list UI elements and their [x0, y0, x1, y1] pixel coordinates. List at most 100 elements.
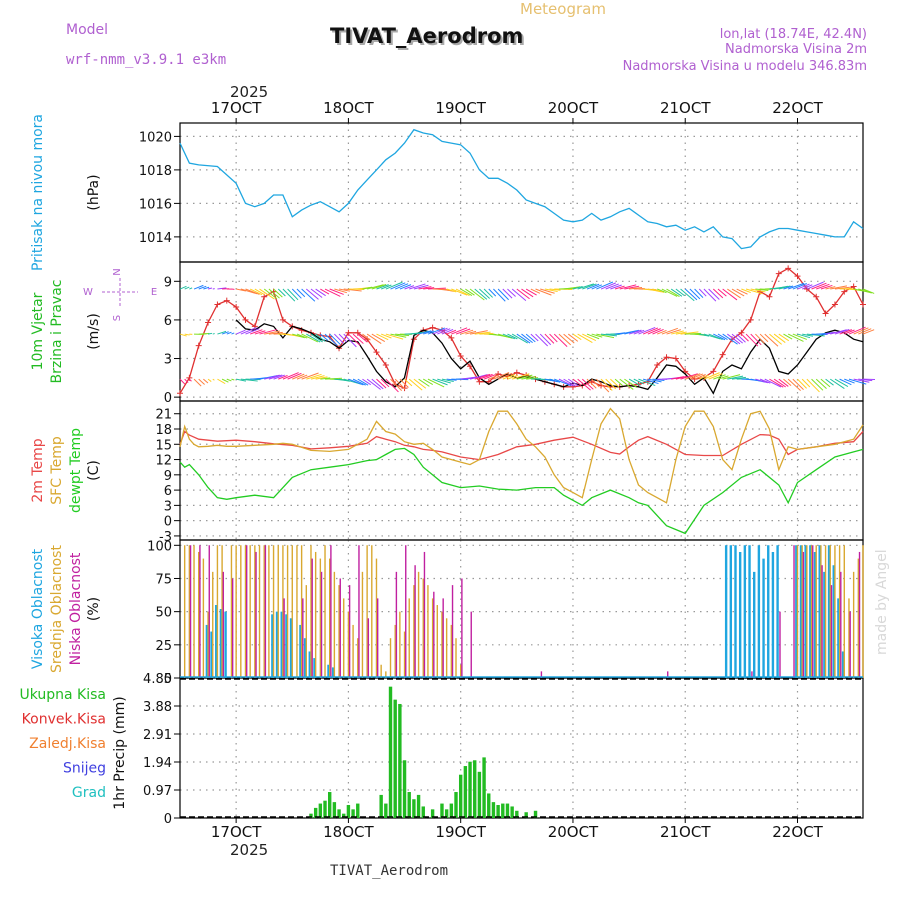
wind-arrow [830, 329, 847, 335]
wind-arrow [675, 288, 685, 297]
wind-arrow [689, 288, 701, 300]
wind-arrow [605, 283, 619, 290]
wind-arrow [301, 372, 319, 380]
wind-arrow [568, 378, 579, 387]
wind-arrow [380, 284, 392, 290]
wind-arrow [357, 378, 369, 386]
wind-arrow [853, 327, 869, 335]
wind-arrow [282, 372, 299, 380]
wind-arrow [226, 378, 232, 382]
wind-arrow [310, 333, 323, 343]
wind-speed-marker [186, 374, 193, 381]
wind-series-udari [235, 319, 864, 395]
wind-arrow [427, 287, 446, 290]
wind-speed-marker [672, 355, 679, 362]
wind-arrow [324, 288, 341, 297]
wind-arrow [189, 287, 193, 290]
wind-arrow [240, 288, 258, 295]
temperature-ylabel-line: SFC Temp [49, 436, 65, 505]
wind-arrow [348, 378, 364, 386]
wind-arrow [380, 333, 392, 339]
wind-arrow [825, 331, 836, 335]
wind-arrow [259, 288, 275, 300]
wind-speed-marker [831, 301, 838, 308]
wind-arrow [474, 331, 491, 335]
wind-arrow [493, 372, 510, 380]
wind-arrow [778, 285, 791, 290]
wind-arrow [834, 329, 850, 335]
wind-arrow [792, 333, 808, 340]
day-label-bottom: 17OCT [211, 823, 262, 841]
wind-arrow [713, 374, 726, 380]
wind-arrow [820, 284, 833, 290]
wind-arrow [310, 288, 323, 298]
wind-arrow [432, 327, 448, 335]
wind-arrow [792, 283, 807, 290]
wind-arrow [264, 330, 281, 335]
wind-arrow [497, 333, 513, 339]
wind-speed-marker [429, 324, 436, 331]
wind-arrow [240, 327, 257, 335]
wind-speed-marker [354, 329, 361, 336]
wind-arrow [502, 373, 516, 380]
wind-arrow [778, 378, 789, 387]
precip-bar-total [468, 761, 472, 818]
wind-arrow [511, 373, 530, 380]
precip-ytick-label: 4.85 [143, 672, 172, 687]
wind-arrow [366, 333, 382, 344]
wind-arrow [829, 378, 845, 389]
wind-arrow [572, 378, 582, 386]
temperature-ytick-label: 15 [155, 438, 172, 453]
wind-arrow [329, 288, 344, 295]
wind-arrow [577, 283, 594, 290]
wind-arrow [427, 327, 446, 335]
wind-arrow [296, 374, 308, 380]
wind-arrow [591, 333, 603, 338]
day-label-top: 17OCT [211, 99, 262, 117]
wind-arrow [320, 288, 330, 295]
wind-ylabel-line: 10m Vjetar [30, 292, 46, 370]
wind-arrow [305, 288, 319, 300]
wind-arrow [441, 328, 454, 335]
wind-arrow [390, 378, 403, 391]
wind-speed-marker [654, 361, 661, 368]
wind-arrow [418, 378, 430, 387]
precip-bar-total [412, 799, 416, 818]
wind-arrow [488, 288, 497, 297]
wind-arrow [395, 283, 409, 290]
wind-arrow [671, 376, 685, 380]
wind-arrow [451, 288, 468, 296]
wind-arrow [558, 378, 574, 387]
wind-arrow [287, 372, 302, 380]
wind-arrow [656, 288, 667, 294]
precip-bar-total [332, 802, 337, 818]
wind-arrow [750, 288, 766, 293]
wind-arrow [278, 374, 288, 380]
wind-arrow [343, 333, 357, 348]
precip-bar-total [515, 810, 519, 818]
wind-arrow [839, 378, 852, 386]
wind-arrow [399, 378, 409, 388]
precip-bar-total [463, 766, 468, 818]
wind-arrow [409, 283, 426, 290]
wind-arrow [586, 283, 600, 290]
precip-bar-total [458, 774, 463, 818]
wind-arrow [839, 329, 853, 335]
wind-arrow [610, 378, 620, 388]
wind-arrow [465, 288, 475, 296]
wind-arrow [348, 333, 361, 346]
wind-arrow [231, 332, 235, 335]
clouds-unit: (%) [86, 597, 102, 621]
pressure-unit: (hPa) [86, 174, 102, 210]
wind-speed-marker [223, 297, 230, 304]
wind-arrow [582, 333, 597, 342]
wind-arrow [787, 282, 805, 290]
precip-bar-total [323, 800, 327, 818]
wind-arrow [848, 378, 867, 385]
precip-bar-total [449, 803, 454, 818]
wind-arrow [212, 333, 215, 335]
wind-arrow [390, 282, 406, 290]
wind-arrow [797, 333, 811, 339]
wind-arrow [292, 333, 305, 339]
precip-legend-item: Grad [72, 785, 106, 801]
